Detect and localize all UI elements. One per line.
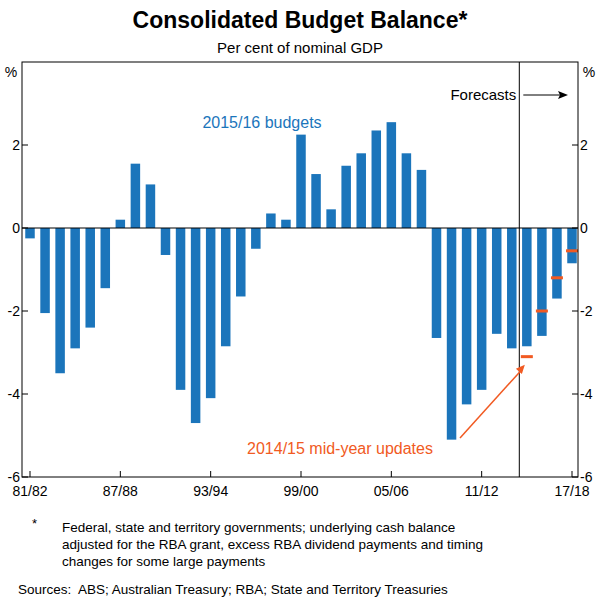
y-tick-label: -2 [580,303,593,319]
series-label: 2015/16 budgets [202,114,321,131]
bar [176,228,186,390]
bar [417,170,427,228]
dash-marker [566,249,578,252]
bar [537,228,547,336]
bar [85,228,95,328]
bar [206,228,216,398]
x-tick-label: 87/88 [103,483,138,499]
x-tick-label: 81/82 [12,483,47,499]
y-tick-label: 2 [12,137,20,153]
x-tick [301,471,302,477]
bar [131,164,141,228]
y-tick-label: 0 [12,220,20,236]
subtitle: Per cent of nominal GDP [217,39,383,56]
y-tick [572,145,578,146]
bar [296,135,306,228]
bar [492,228,502,334]
chart: Consolidated Budget Balance* Per cent of … [0,0,600,603]
bar [161,228,171,255]
bar [462,228,472,404]
y-tick [572,311,578,312]
y-tick-label: -4 [8,386,21,402]
annotation-arrowhead [558,91,568,99]
bar [326,209,336,228]
bar [447,228,457,440]
bar [236,228,246,296]
x-tick [481,471,482,477]
bar [221,228,231,346]
y-tick [22,311,28,312]
x-tick [120,471,121,477]
y-unit: % [5,64,17,80]
bar [567,228,577,263]
bar [266,213,276,228]
bar [522,228,532,346]
x-tick-label: 11/12 [465,483,499,499]
annotation: Forecasts [450,86,516,103]
y-tick [572,228,578,229]
x-tick-label: 93/94 [193,483,228,499]
dash-marker [536,310,548,313]
annotation-arrow [523,95,562,96]
x-tick [391,471,392,477]
x-tick-label: 05/06 [374,483,409,499]
bar [387,122,397,228]
bar [191,228,201,423]
title: Consolidated Budget Balance* [133,7,468,33]
bar [477,228,487,390]
forecast-divider [519,62,520,477]
bar [311,174,321,228]
x-tick [572,471,573,477]
bar [432,228,442,338]
source: Sources: ABS; Australian Treasury; RBA; … [18,582,448,597]
y-tick [22,145,28,146]
bar [552,228,562,299]
bar [116,220,126,228]
x-tick [30,471,31,477]
bar [402,153,412,228]
bar [251,228,260,249]
y-unit: % [583,64,595,80]
y-tick [22,394,28,395]
bar [356,153,366,228]
series-label-arrow [460,370,522,438]
footnote-marker: * [32,516,37,531]
y-tick-label: -4 [580,386,593,402]
footnote: changes for some large payments [62,554,266,569]
series-label: 2014/15 mid-year updates [247,440,433,457]
bar [55,228,65,373]
footnote: adjusted for the RBA grant, excess RBA d… [62,537,483,552]
y-tick-label: 0 [580,220,588,236]
dash-marker [551,276,563,279]
bar [507,228,517,348]
x-tick-label: 17/18 [554,483,589,499]
zero-line [22,228,578,229]
x-tick [210,471,211,477]
y-tick [572,394,578,395]
x-tick-label: 99/00 [283,483,318,499]
bar [372,130,382,228]
bar [70,228,80,348]
bar [146,184,156,228]
plot-frame [22,62,578,477]
y-tick-label: -2 [8,303,21,319]
marks [25,122,578,439]
y-tick [22,228,28,229]
bar [25,228,35,238]
footnote: Federal, state and territory governments… [62,520,455,535]
bar [281,220,291,228]
series-label-arrowhead [516,365,525,374]
bar [40,228,50,313]
y-tick-label: 2 [580,137,588,153]
bar [341,166,351,228]
bar [101,228,111,288]
dash-marker [521,355,533,358]
